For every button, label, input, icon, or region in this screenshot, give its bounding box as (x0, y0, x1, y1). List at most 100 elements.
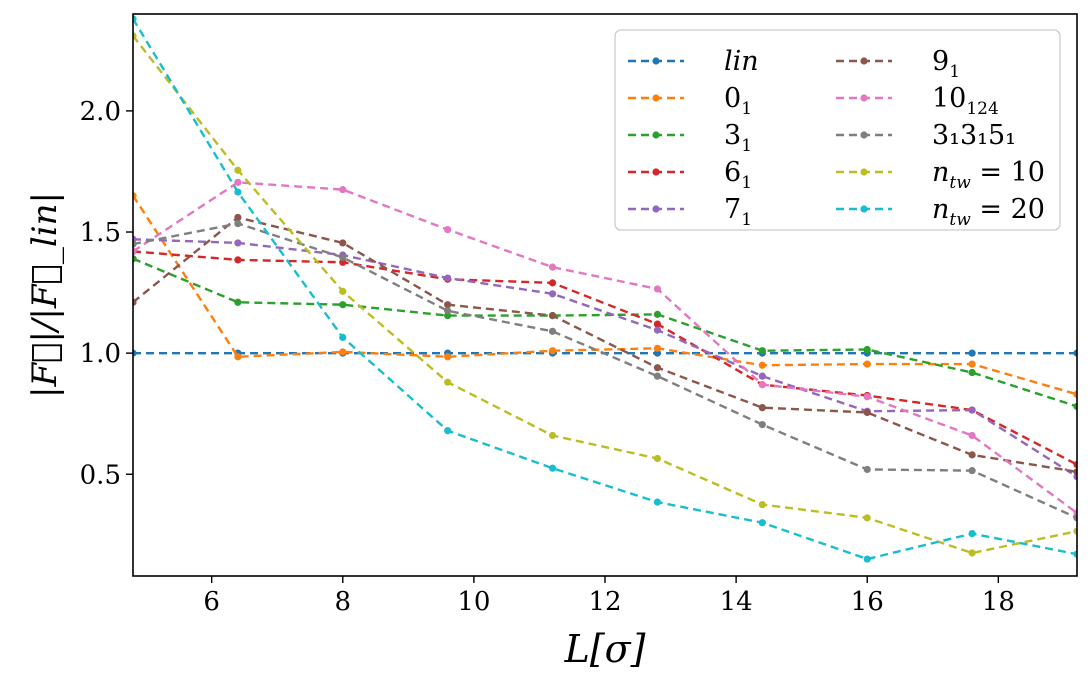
x-axis-title: L[σ] (564, 627, 646, 671)
data-point (1073, 402, 1077, 411)
legend-marker (860, 94, 868, 102)
legend-item: ntw = 20 (836, 194, 1045, 230)
data-point (133, 240, 137, 248)
data-point (339, 186, 347, 194)
data-point (968, 530, 976, 538)
legend-marker (652, 57, 660, 65)
data-point (339, 333, 347, 341)
legend-marker (860, 168, 868, 176)
data-point (1073, 349, 1077, 357)
x-tick-label: 14 (720, 587, 753, 617)
x-tick-label: 8 (335, 587, 352, 617)
legend-marker (652, 168, 660, 176)
data-point (653, 498, 662, 506)
series-line (133, 250, 1077, 466)
legend-item: ntw = 10 (836, 157, 1045, 193)
legend-item: 71 (628, 194, 752, 230)
series-3-1-3-1-5-1 (133, 219, 1077, 522)
data-point (758, 404, 766, 412)
series-7-1 (133, 235, 1077, 481)
data-point (758, 361, 766, 369)
x-axis-title-text: L[σ] (564, 627, 646, 671)
data-point (1073, 550, 1077, 558)
data-point (653, 454, 662, 463)
data-point (653, 326, 662, 334)
legend-item: lin (628, 46, 759, 77)
data-point (863, 514, 871, 522)
x-tick-label: 6 (203, 587, 220, 617)
data-point (968, 349, 976, 357)
data-point (968, 368, 976, 377)
data-point (653, 320, 662, 328)
data-point (968, 451, 976, 459)
y-tick-label: 1.5 (80, 218, 121, 248)
legend-label: 71 (724, 194, 752, 230)
series-0-1 (133, 192, 1077, 398)
data-point (133, 349, 137, 357)
data-point (758, 500, 766, 509)
series-n-tw-20 (133, 15, 1077, 563)
x-tick-label: 16 (851, 587, 884, 617)
data-point (968, 549, 976, 557)
x-tick-label: 18 (982, 587, 1015, 617)
series-line (133, 257, 1077, 408)
data-point (548, 464, 557, 472)
data-point (653, 372, 662, 380)
data-point (548, 327, 557, 335)
legend-label: 61 (724, 157, 752, 193)
legend-label: ntw = 10 (932, 157, 1045, 193)
data-point (548, 263, 557, 271)
data-point (133, 298, 137, 306)
data-point (444, 225, 452, 234)
series-10-124 (133, 178, 1077, 517)
data-point (133, 15, 137, 23)
x-tick-label: 10 (457, 587, 490, 617)
legend-label: 10124 (932, 83, 999, 119)
data-point (133, 247, 137, 255)
legend-label: 91 (932, 46, 960, 82)
data-point (133, 255, 137, 263)
y-tick-label: 2.0 (80, 97, 121, 127)
legend-marker (652, 205, 660, 213)
data-point (863, 408, 871, 417)
data-point (968, 406, 976, 414)
legend-marker (860, 131, 868, 139)
data-point (1073, 514, 1077, 522)
data-point (758, 372, 766, 380)
data-point (339, 301, 347, 309)
data-point (339, 239, 347, 247)
data-point (1073, 527, 1077, 535)
legend-label: 31 (724, 120, 752, 156)
data-point (234, 188, 242, 196)
legend-label: 3₁3₁5₁ (932, 120, 1016, 151)
series-line (133, 238, 1077, 478)
data-point (548, 290, 557, 298)
data-point (234, 219, 242, 228)
series-line (133, 195, 1077, 396)
data-point (653, 344, 662, 352)
data-point (863, 345, 871, 354)
y-axis: 0.5 1.0 1.5 2.0 (80, 97, 133, 490)
legend-item: 91 (836, 46, 960, 82)
data-point (339, 348, 347, 356)
data-point (653, 285, 662, 293)
data-point (234, 213, 242, 222)
series-line (133, 181, 1077, 514)
data-point (1073, 468, 1077, 476)
legend-item: 3₁3₁5₁ (836, 120, 1016, 151)
data-point (444, 274, 452, 282)
data-point (653, 310, 662, 318)
data-point (548, 347, 557, 355)
data-point (234, 298, 242, 306)
y-tick-label: 0.5 (80, 460, 121, 490)
data-point (1073, 460, 1077, 469)
data-point (968, 467, 976, 475)
data-point (653, 364, 662, 372)
legend-marker (860, 205, 868, 213)
y-axis-title: |F⃗|/|F⃗_lin| (25, 192, 65, 398)
data-point (339, 287, 347, 295)
data-point (758, 381, 766, 389)
data-point (444, 301, 452, 309)
legend-marker (652, 94, 660, 102)
